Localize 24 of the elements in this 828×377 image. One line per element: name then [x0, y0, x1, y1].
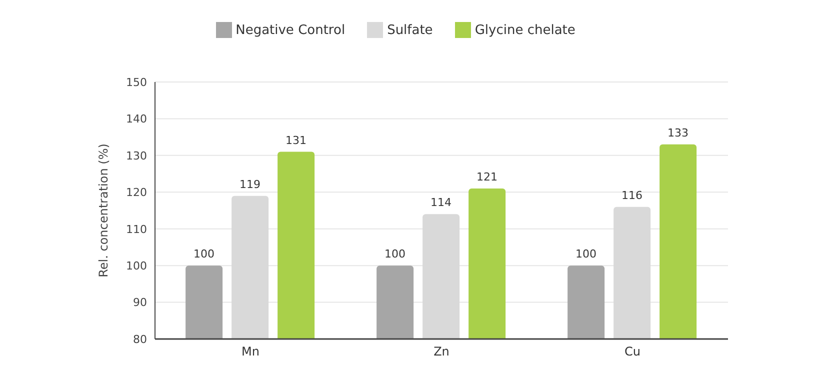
data-label: 100 [384, 248, 406, 261]
data-label: 100 [576, 248, 597, 261]
data-label: 131 [286, 134, 307, 147]
y-tick-label: 120 [126, 186, 147, 200]
y-tick-label: 100 [126, 259, 147, 272]
data-label: 114 [430, 196, 452, 210]
y-tick-label: 140 [126, 112, 147, 126]
data-label: 100 [194, 248, 215, 261]
data-label: 116 [622, 188, 643, 202]
data-label: 133 [668, 126, 689, 140]
y-tick-label: 150 [126, 76, 147, 89]
y-tick-label: 90 [133, 296, 147, 310]
x-tick-label: Mn [242, 344, 260, 359]
x-tick-label: Zn [434, 344, 450, 359]
data-label: 119 [240, 178, 261, 191]
legend-label: Glycine chelate [474, 22, 576, 38]
data-label: 121 [476, 170, 498, 184]
y-axis-title: Rel. concentration (%) [96, 144, 110, 278]
y-tick-label: 110 [126, 222, 147, 236]
y-tick-label: 80 [133, 332, 147, 346]
x-tick-label: Cu [624, 344, 640, 359]
y-tick-label: 130 [126, 149, 147, 162]
legend-label: Sulfate [387, 22, 433, 38]
legend-label: Negative Control [236, 22, 346, 38]
